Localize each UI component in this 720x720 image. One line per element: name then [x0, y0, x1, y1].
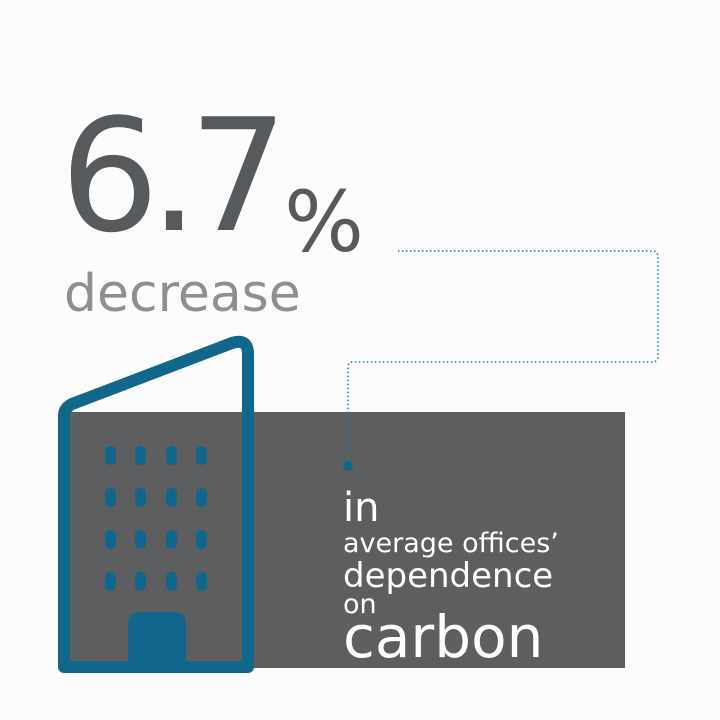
building-door	[128, 612, 186, 667]
connector-dot	[343, 461, 353, 471]
caption-text: in average offices’ dependence on carbon	[343, 488, 559, 666]
stat-headline: 6.7 %	[60, 98, 364, 264]
building-windows	[105, 446, 207, 591]
stat-unit: %	[284, 173, 364, 271]
caption-line-4: on	[343, 589, 377, 620]
caption-line-2: average offices’	[343, 528, 559, 559]
office-building-icon	[58, 335, 254, 673]
stat-value: 6.7	[60, 85, 288, 267]
caption-line-1: in	[343, 485, 380, 531]
caption-line-5: carbon	[343, 603, 544, 671]
stat-direction-label: decrease	[64, 264, 301, 324]
caption-line-3: dependence	[343, 556, 554, 596]
